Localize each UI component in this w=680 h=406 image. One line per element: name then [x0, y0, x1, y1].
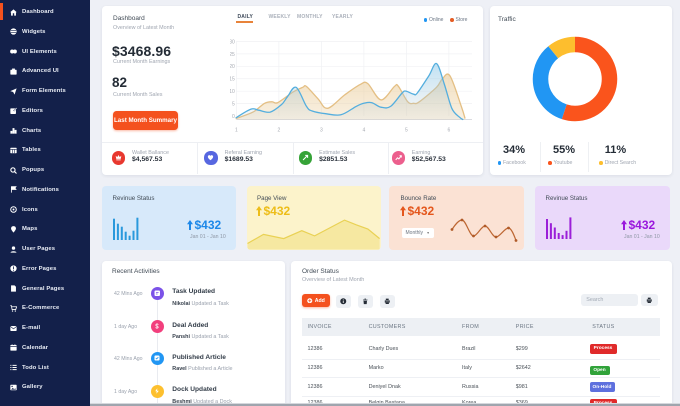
svg-text:10: 10: [230, 89, 235, 95]
svg-text:5: 5: [232, 102, 235, 108]
svg-text:0: 0: [232, 114, 235, 120]
svg-text:4: 4: [363, 128, 366, 134]
svg-text:3: 3: [320, 128, 323, 134]
svg-text:1: 1: [235, 128, 238, 134]
svg-text:2: 2: [278, 128, 281, 134]
svg-text:30: 30: [230, 39, 235, 45]
svg-text:5: 5: [405, 128, 408, 134]
svg-text:20: 20: [230, 64, 235, 70]
svg-text:25: 25: [230, 52, 235, 58]
svg-text:15: 15: [230, 77, 235, 83]
svg-text:6: 6: [448, 128, 451, 134]
